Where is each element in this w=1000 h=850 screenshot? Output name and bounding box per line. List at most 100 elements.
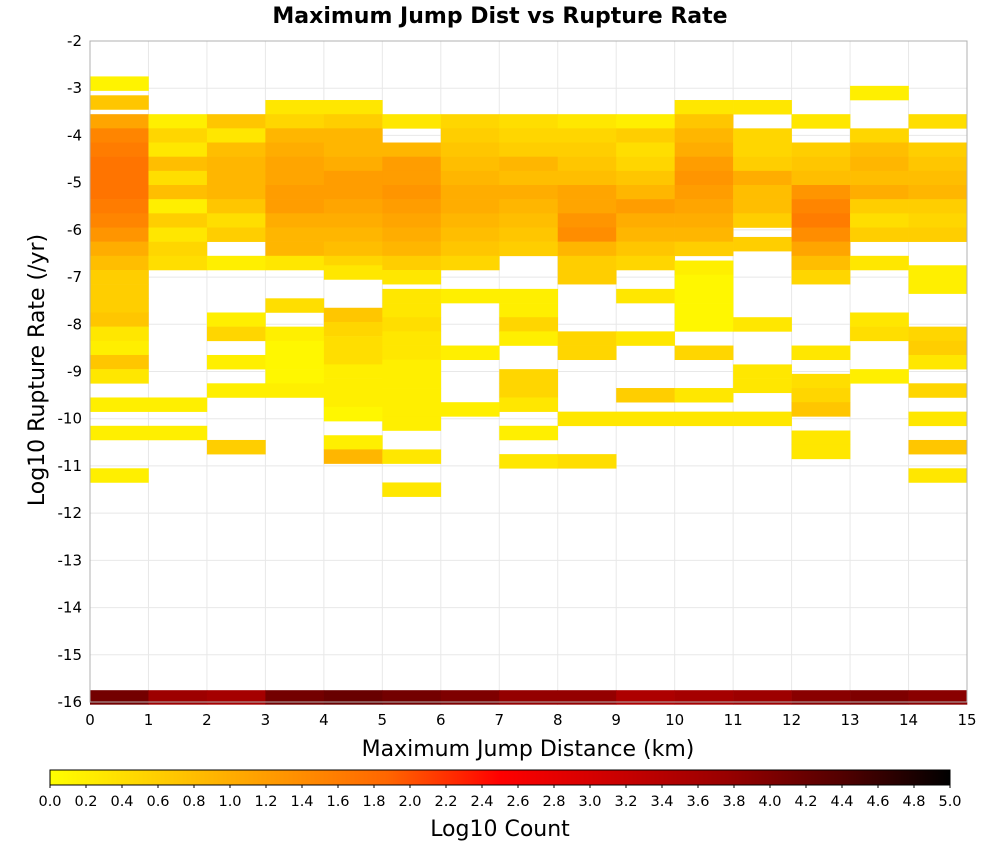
heatmap-cell	[791, 345, 851, 360]
heatmap-cell	[557, 227, 617, 242]
heatmap-cell	[557, 411, 617, 427]
heatmap-cell	[206, 255, 266, 271]
heatmap-cell	[908, 690, 968, 705]
heatmap-cell	[206, 227, 266, 242]
heatmap-cell	[323, 690, 383, 705]
heatmap-cell	[440, 199, 500, 214]
heatmap-cell	[265, 326, 325, 342]
heatmap-cell	[616, 199, 675, 214]
colorbar-tick-label: 4.8	[902, 794, 925, 810]
heatmap-cell	[616, 241, 675, 257]
heatmap-cell	[674, 690, 734, 705]
colorbar-tick-label: 3.8	[722, 794, 745, 810]
colorbar-tick-label: 2.8	[542, 794, 565, 810]
heatmap-cell	[733, 128, 792, 143]
heatmap-cell	[850, 326, 909, 342]
heatmap-cell	[674, 199, 734, 214]
heatmap-cell	[90, 156, 149, 172]
colorbar-label: Log10 Count	[430, 817, 570, 842]
heatmap-cell	[557, 331, 617, 346]
heatmap-cell	[499, 227, 559, 242]
x-tick-label: 13	[841, 711, 860, 729]
heatmap-cell	[440, 156, 500, 172]
heatmap-cell	[206, 354, 266, 370]
heatmap-cell	[206, 213, 266, 228]
heatmap-cell	[791, 269, 851, 285]
colorbar	[49, 769, 951, 786]
heatmap-cell	[791, 142, 851, 157]
heatmap-cell	[90, 170, 149, 186]
heatmap-cell	[908, 114, 968, 129]
heatmap-cell	[323, 321, 383, 337]
heatmap-cell	[265, 241, 325, 257]
heatmap-cell	[616, 227, 675, 242]
heatmap-cell	[674, 227, 734, 242]
heatmap-cell	[323, 350, 383, 365]
heatmap-cell	[265, 156, 325, 172]
heatmap-cell	[616, 185, 675, 200]
heatmap-cell	[382, 331, 442, 346]
heatmap-cell	[90, 425, 149, 441]
heatmap-cell	[265, 170, 325, 186]
colorbar-tick-label: 2.6	[506, 794, 529, 810]
heatmap-cell	[908, 383, 968, 398]
heatmap-cell	[791, 255, 851, 271]
heatmap-cell	[791, 373, 851, 389]
heatmap-cell	[557, 114, 617, 129]
x-tick-label: 3	[261, 711, 271, 729]
heatmap-cell	[90, 397, 149, 412]
heatmap-cell	[499, 331, 559, 346]
heatmap-cell	[908, 227, 968, 242]
y-tick-label: -4	[67, 126, 82, 144]
heatmap-cell	[850, 227, 909, 242]
heatmap-cell	[616, 288, 675, 304]
heatmap-cell	[265, 128, 325, 143]
heatmap-cell	[265, 142, 325, 157]
colorbar-tick-label: 0.6	[146, 794, 169, 810]
heatmap-cell	[440, 690, 500, 705]
heatmap-cell	[206, 185, 266, 200]
heatmap-cell	[90, 255, 149, 271]
heatmap-cell	[323, 336, 383, 351]
heatmap-cell	[323, 199, 383, 214]
heatmap-cell	[323, 364, 383, 379]
heatmap-cell	[382, 402, 442, 417]
heatmap-cell	[265, 185, 325, 200]
heatmap-cell	[323, 307, 383, 323]
heatmap-cell	[206, 114, 266, 129]
x-tick-label: 15	[957, 711, 976, 729]
heatmap-cell	[733, 156, 792, 172]
heatmap-cell	[90, 354, 149, 370]
y-tick-label: -9	[67, 363, 82, 381]
heatmap-cell	[382, 317, 442, 332]
x-axis-ticks: 0 1 2 3 4 5 6 7 8 9 10 11 12 13 14 15	[85, 711, 976, 729]
heatmap-cell	[148, 213, 208, 228]
heatmap-cell	[440, 402, 500, 417]
heatmap-cell	[674, 411, 734, 427]
heatmap-cell	[674, 241, 734, 257]
heatmap-cell	[791, 199, 851, 214]
heatmap-cell	[791, 227, 851, 242]
heatmap-cell	[265, 213, 325, 228]
heatmap-cell	[557, 156, 617, 172]
heatmap-cell	[265, 298, 325, 313]
heatmap-cell	[733, 690, 792, 705]
heatmap-cell	[850, 213, 909, 228]
heatmap-cell	[382, 416, 442, 431]
heatmap-cell	[440, 213, 500, 228]
heatmap-cell	[908, 354, 968, 370]
heatmap-cell	[733, 100, 792, 115]
heatmap-cell	[382, 213, 442, 228]
heatmap-cell	[908, 265, 968, 280]
heatmap-cell	[850, 255, 909, 271]
heatmap-cell	[674, 170, 734, 186]
x-tick-label: 2	[202, 711, 212, 729]
heatmap-cell	[148, 241, 208, 257]
heatmap-cell	[265, 369, 325, 384]
heatmap-cell	[206, 312, 266, 327]
heatmap-cell	[908, 326, 968, 342]
y-tick-label: -15	[58, 646, 83, 664]
heatmap-cell	[557, 241, 617, 257]
heatmap-cell	[148, 114, 208, 129]
heatmap-cell	[323, 227, 383, 242]
